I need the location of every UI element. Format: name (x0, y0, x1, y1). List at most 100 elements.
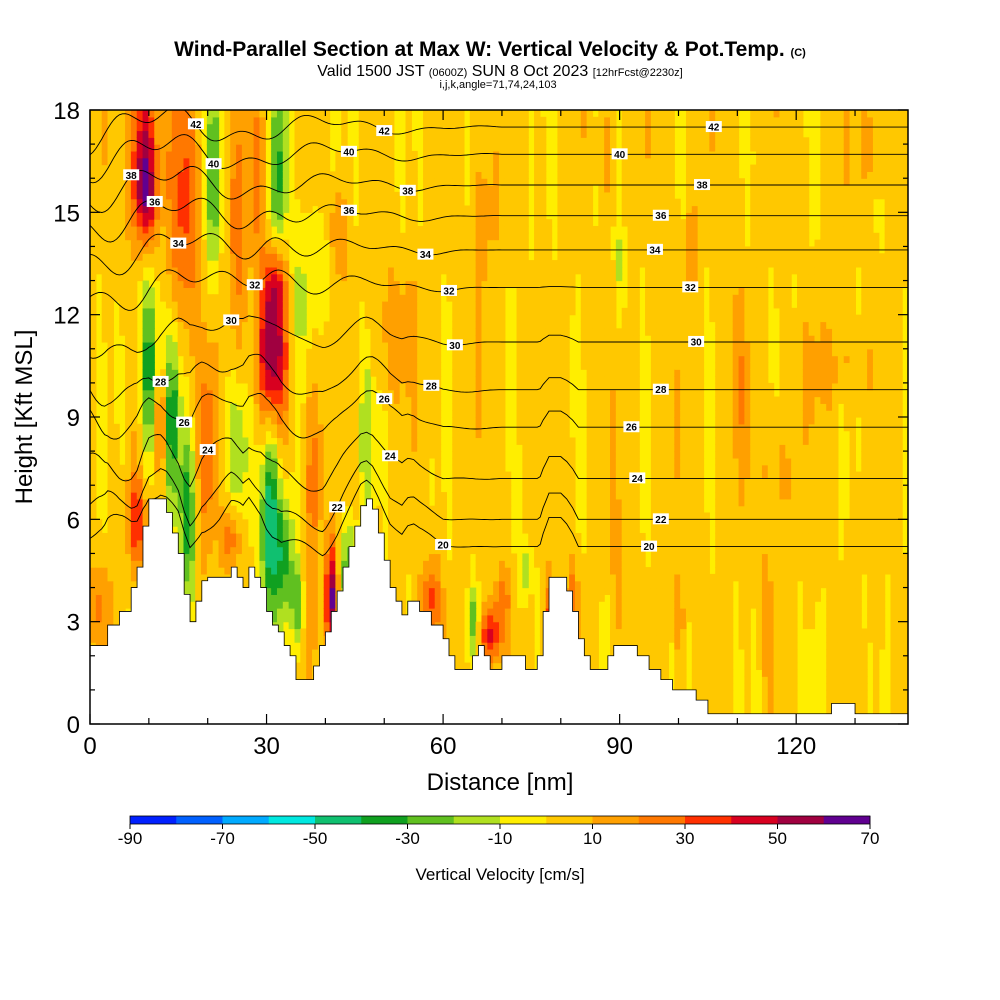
w-cell (95, 198, 103, 207)
w-cell (306, 205, 313, 213)
w-cell (218, 539, 225, 548)
w-cell (329, 389, 336, 398)
w-cell (393, 396, 401, 404)
w-cell (370, 144, 377, 152)
w-cell (387, 492, 395, 500)
w-cell (271, 376, 278, 384)
w-cell (113, 205, 120, 213)
w-cell (341, 198, 348, 207)
w-cell (236, 471, 243, 479)
w-cell (469, 307, 477, 316)
w-cell (399, 301, 407, 309)
w-cell (271, 539, 278, 548)
w-cell (405, 362, 412, 370)
w-cell (341, 478, 348, 486)
w-cell (276, 355, 284, 364)
w-cell (487, 539, 494, 548)
w-cell (428, 116, 436, 125)
w-cell (417, 464, 424, 473)
w-cell (370, 205, 377, 213)
w-cell (393, 573, 401, 582)
w-cell (247, 335, 255, 343)
w-cell (201, 498, 208, 507)
w-cell (136, 239, 144, 248)
w-cell (376, 219, 383, 227)
w-cell (154, 423, 161, 432)
w-cell (276, 225, 284, 234)
w-cell (370, 301, 377, 309)
w-cell (294, 123, 301, 132)
w-cell (440, 253, 448, 261)
w-cell (358, 430, 366, 439)
w-cell (387, 485, 395, 493)
w-cell (107, 314, 114, 323)
w-cell (282, 519, 290, 527)
w-cell (154, 444, 161, 452)
w-cell (417, 492, 424, 500)
w-cell (323, 137, 331, 145)
w-cell (107, 546, 114, 555)
w-cell (370, 253, 377, 261)
w-cell (317, 437, 325, 445)
w-cell (201, 382, 208, 391)
w-cell (165, 396, 173, 404)
w-cell (154, 410, 161, 418)
w-cell (107, 403, 114, 411)
w-cell (288, 362, 296, 370)
w-cell (201, 437, 208, 445)
w-cell (165, 164, 173, 172)
w-cell (119, 157, 126, 166)
w-cell (90, 130, 97, 138)
w-cell (382, 205, 389, 213)
w-cell (423, 239, 430, 248)
w-cell (434, 389, 442, 398)
w-cell (107, 587, 114, 595)
w-cell (177, 178, 185, 186)
w-cell (160, 178, 167, 186)
w-cell (387, 403, 395, 411)
w-cell (317, 601, 325, 609)
w-cell (458, 150, 465, 159)
w-cell (475, 266, 483, 275)
w-cell (177, 444, 185, 452)
w-cell (452, 123, 459, 132)
w-cell (107, 225, 114, 234)
w-cell (469, 539, 477, 548)
w-cell (206, 232, 214, 241)
w-cell (370, 137, 377, 145)
w-cell (341, 123, 348, 132)
w-cell (253, 362, 261, 370)
w-cell (475, 191, 483, 200)
w-cell (458, 621, 465, 630)
w-cell (463, 457, 471, 466)
w-cell (312, 451, 319, 459)
w-cell (113, 150, 120, 159)
w-cell (317, 512, 325, 520)
w-cell (195, 185, 202, 193)
w-cell (160, 239, 167, 248)
w-cell (428, 526, 436, 534)
w-cell (253, 260, 261, 268)
w-cell (271, 157, 278, 166)
w-cell (113, 444, 120, 452)
w-cell (165, 266, 173, 275)
w-cell (177, 130, 185, 138)
w-cell (142, 328, 150, 336)
w-cell (130, 355, 138, 364)
w-cell (463, 389, 471, 398)
w-cell (469, 191, 477, 200)
w-cell (317, 382, 325, 391)
w-cell (241, 341, 249, 350)
w-cell (312, 328, 319, 336)
w-cell (440, 110, 448, 118)
w-cell (399, 321, 407, 329)
w-cell (347, 219, 354, 227)
w-cell (446, 635, 453, 643)
w-cell (236, 526, 243, 534)
w-cell (230, 266, 237, 275)
w-cell (428, 150, 436, 159)
w-cell (452, 178, 459, 186)
w-cell (206, 185, 214, 193)
w-cell (271, 410, 278, 418)
w-cell (393, 594, 401, 602)
